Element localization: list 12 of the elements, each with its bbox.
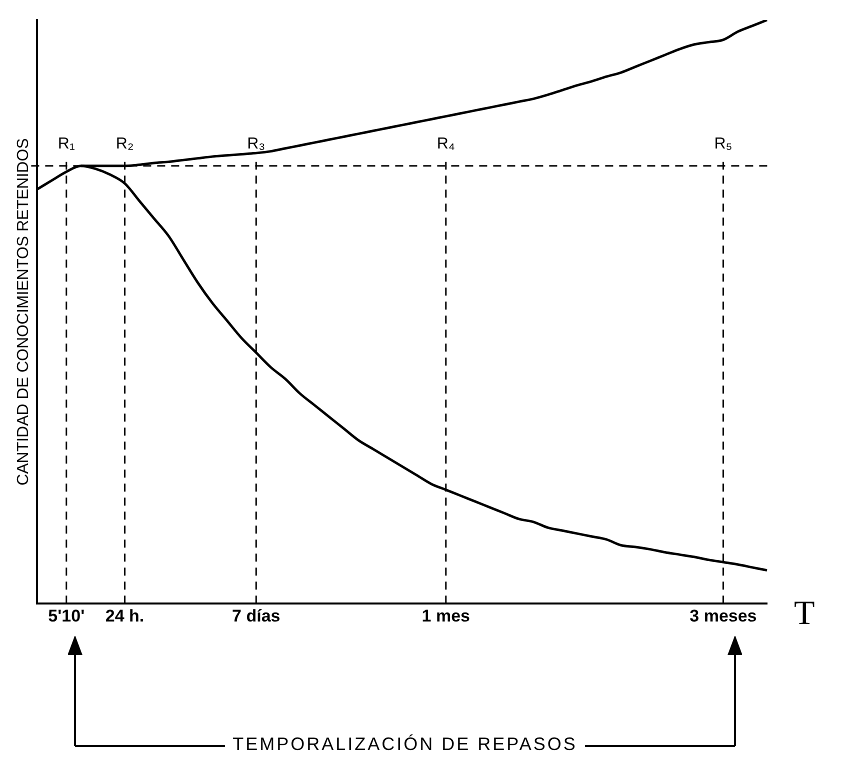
- ref-line-label: R₁: [58, 135, 75, 152]
- ref-line-label: R₄: [436, 135, 455, 152]
- x-tick-label: 24 h.: [105, 606, 144, 626]
- x-tick-label: 7 días: [232, 606, 280, 626]
- x-tick-label: 3 meses: [690, 606, 757, 626]
- y-axis-title: CANTIDAD DE CONOCIMIENTOS RETENIDOS: [15, 138, 32, 486]
- ref-line-label: R₂: [116, 135, 134, 152]
- x-tick-label: 5'10': [48, 606, 85, 626]
- ref-line-label: R₃: [247, 135, 266, 152]
- x-tick-label: 1 mes: [422, 606, 470, 626]
- x-axis-title: T: [793, 594, 816, 634]
- ref-line-label: R₅: [714, 135, 732, 152]
